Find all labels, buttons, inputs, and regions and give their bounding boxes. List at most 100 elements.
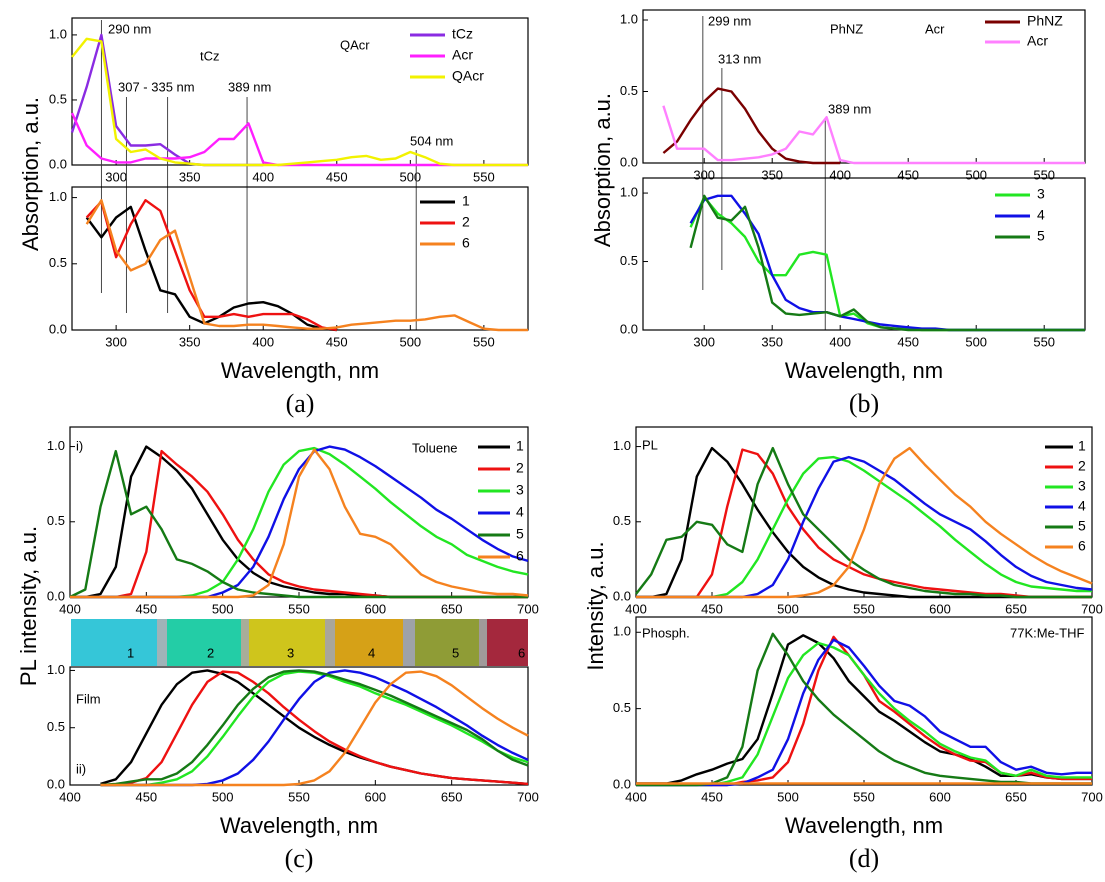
x-tick-label: 650 [1005,601,1027,616]
data-line [85,199,338,332]
data-line [100,670,529,787]
x-tick-label: 650 [1005,789,1027,804]
x-tick-label: 600 [929,789,951,804]
panel-label: (c) [285,844,314,873]
x-tick-label: 400 [829,167,851,182]
photo-sample [335,619,403,666]
data-line [636,638,1092,787]
x-tick-label: 600 [364,789,386,804]
x-tick-label: 600 [929,601,951,616]
x-axis-title: Wavelength, nm [785,358,943,383]
annotation: 77K:Me-THF [1010,625,1084,640]
x-tick-label: 500 [965,167,987,182]
y-tick-label: 0.0 [620,154,638,169]
x-tick-label: 550 [288,601,310,616]
photo-gap [325,619,335,666]
x-tick-label: 550 [1033,167,1055,182]
x-tick-label: 300 [105,169,127,184]
legend-label: 2 [462,214,470,230]
photo-sample [71,619,157,666]
annotation: Phosph. [642,625,690,640]
plot-frame [71,186,529,331]
x-tick-label: 700 [1081,601,1103,616]
photo-strip: 1 2 3 4 5 6 [71,619,528,666]
x-tick-label: 500 [399,169,421,184]
data-line [636,448,1092,599]
y-tick-label: 0.5 [47,513,65,528]
legend-label: 2 [1078,458,1086,474]
x-tick-label: 400 [59,601,81,616]
panel-label: (b) [849,389,879,418]
x-tick-label: 450 [326,334,348,349]
y-axis-title: PL intensity, a.u. [16,526,41,686]
annotation: 290 nm [108,21,151,36]
y-tick-label: 0.0 [47,776,65,791]
legend-label: 6 [1078,538,1086,554]
x-tick-label: 550 [473,334,495,349]
legend-label: PhNZ [1027,13,1063,29]
y-tick-label: 1.0 [620,185,638,200]
strip-label: 1 [127,645,134,660]
annotation: i) [76,438,83,453]
x-tick-label: 450 [135,601,157,616]
y-axis-title: Absorption, a.u. [590,93,615,247]
x-tick-label: 550 [473,169,495,184]
legend-label: QAcr [452,68,484,84]
annotation: Toluene [412,440,458,455]
annotation: QAcr [340,37,370,52]
x-tick-label: 500 [777,601,799,616]
x-tick-label: 500 [212,789,234,804]
legend-label: 4 [516,504,524,520]
x-tick-label: 450 [701,601,723,616]
legend-label: 4 [1078,498,1086,514]
x-tick-label: 450 [326,169,348,184]
photo-sample [415,619,479,666]
annotation: tCz [200,48,220,63]
panel-label: (d) [849,844,879,873]
photo-sample [487,619,528,666]
y-tick-label: 0.5 [49,91,67,106]
x-axis-title: Wavelength, nm [785,813,943,838]
x-tick-label: 550 [1033,334,1055,349]
annotation: 313 nm [718,51,761,66]
legend-label: 5 [1078,518,1086,534]
x-tick-label: 350 [179,169,201,184]
photo-gap [241,619,249,666]
x-tick-label: 400 [59,789,81,804]
y-tick-label: 0.5 [47,719,65,734]
y-tick-label: 0.5 [613,700,631,715]
x-axis-title: Wavelength, nm [220,813,378,838]
annotation: Acr [925,21,945,36]
photo-sample [249,619,325,666]
x-tick-label: 650 [441,601,463,616]
x-tick-label: 450 [897,334,919,349]
y-tick-label: 0.5 [613,513,631,528]
x-tick-label: 700 [1081,789,1103,804]
y-tick-label: 1.0 [49,26,67,41]
annotation: 389 nm [828,101,871,116]
y-tick-label: 1.0 [613,438,631,453]
legend-label: 6 [516,548,524,564]
y-tick-label: 0.0 [620,321,638,336]
annotation: ii) [76,761,86,776]
y-tick-label: 1.0 [47,438,65,453]
x-tick-label: 350 [761,167,783,182]
y-tick-label: 1.0 [49,189,67,204]
x-tick-label: 450 [701,789,723,804]
data-line [71,37,528,167]
x-tick-label: 550 [288,789,310,804]
legend-label: 1 [1078,438,1086,454]
strip-label: 4 [368,645,375,660]
y-tick-label: 0.0 [613,776,631,791]
x-axis-title: Wavelength, nm [221,358,379,383]
x-tick-label: 500 [777,789,799,804]
legend-label: 3 [516,482,524,498]
annotation: 307 - 335 nm [118,79,195,94]
annotation: 389 nm [228,79,271,94]
data-line [85,199,528,332]
x-tick-label: 500 [965,334,987,349]
x-tick-label: 700 [517,789,539,804]
data-line [662,87,841,165]
